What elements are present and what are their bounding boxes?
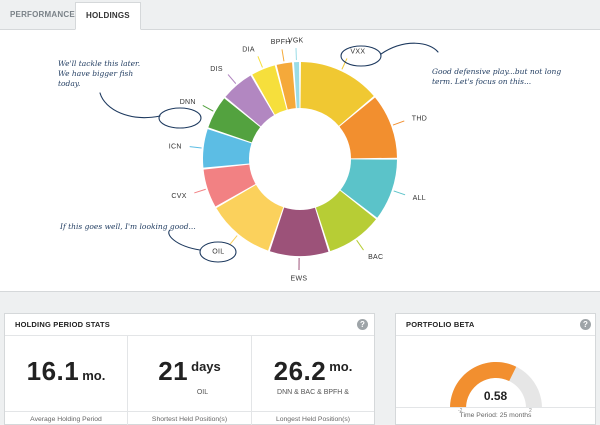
tab-bar: PERFORMANCE HOLDINGS: [0, 0, 600, 30]
donut-segment-cvx[interactable]: [203, 164, 256, 207]
average-unit: mo.: [82, 368, 106, 383]
donut-segment-all[interactable]: [340, 159, 397, 218]
shortest-value: 21: [158, 356, 189, 386]
average-holding-stat: 16.1 mo. Average Holding Period: [5, 336, 127, 425]
vxx-arrow: [380, 42, 439, 55]
annotation-strokes: [99, 42, 439, 263]
leader-line-bpfh: [281, 49, 285, 62]
holdings-panel: VXX THD ALL BAC EWS OIL CVX ICN DNN DIS DIA BPFH VGK…: [0, 30, 600, 292]
donut-segment-bac[interactable]: [315, 190, 377, 252]
tab-performance[interactable]: PERFORMANCE: [10, 10, 75, 19]
leader-line-cvx: [194, 188, 206, 194]
shortest-unit: days: [191, 359, 221, 374]
help-icon[interactable]: ?: [580, 319, 591, 330]
beta-gauge: [450, 362, 542, 408]
beta-gauge-fill: [450, 362, 517, 408]
segment-label-vgk: VGK: [288, 38, 304, 45]
beta-time-period: Time Period: 25 months: [396, 407, 595, 424]
leader-line-dnn: [202, 105, 214, 112]
donut-segment-bpfh[interactable]: [276, 62, 296, 110]
segment-label-icn: ICN: [169, 143, 182, 150]
holding-period-title: HOLDING PERIOD STATS: [5, 314, 374, 336]
oil-circle: [199, 241, 237, 263]
donut-segment-vgk[interactable]: [293, 62, 300, 109]
segment-label-bac: BAC: [368, 254, 383, 261]
shortest-label: Shortest Held Position(s): [128, 411, 251, 425]
segment-label-ews: EWS: [290, 275, 307, 282]
holding-period-card: HOLDING PERIOD STATS ? 16.1 mo. Average H…: [4, 313, 375, 425]
segment-label-all: ALL: [413, 195, 426, 202]
segment-label-dis: DIS: [210, 66, 223, 73]
beta-max-label: 2: [529, 408, 532, 414]
leader-line-all: [393, 190, 406, 196]
leader-line-icn: [189, 146, 202, 149]
donut-segment-vxx[interactable]: [300, 62, 374, 126]
tab-holdings[interactable]: HOLDINGS: [75, 2, 141, 30]
portfolio-beta-title: PORTFOLIO BETA: [396, 314, 595, 336]
segment-label-thd: THD: [412, 116, 427, 123]
beta-value: 0.58: [483, 389, 508, 403]
note-top-right: Good defensive play...but not long term.…: [432, 67, 562, 86]
average-value-row: 16.1 mo.: [5, 356, 127, 387]
shortest-ticker: OIL: [196, 389, 209, 396]
dnn-arrow: [99, 92, 161, 119]
leader-line-dia: [257, 56, 263, 68]
beta-min-label: -2: [458, 408, 463, 414]
help-icon[interactable]: ?: [357, 319, 368, 330]
dnn-circle: [158, 107, 202, 129]
portfolio-beta-card: PORTFOLIO BETA ? 0.58 -2 2 Time Period: …: [395, 313, 596, 425]
note-top-left: We'll tackle this later. We have bigger …: [58, 59, 141, 88]
longest-value-row: 26.2 mo.: [252, 356, 374, 387]
leader-line-dis: [227, 74, 237, 84]
shortest-value-row: 21 days: [128, 356, 251, 387]
donut-segment-icn[interactable]: [203, 129, 252, 168]
donut-segment-ews[interactable]: [269, 207, 329, 256]
average-value: 16.1: [26, 356, 80, 386]
leader-line-vxx: [341, 58, 348, 70]
donut-segment-dis[interactable]: [225, 75, 275, 127]
longest-held-stat: 26.2 mo. DNN & BAC & BPFH & Longest Held …: [251, 336, 374, 425]
longest-label: Longest Held Position(s): [252, 411, 374, 425]
leader-line-bac: [356, 239, 364, 251]
leader-line-oil: [229, 235, 238, 246]
segment-label-cvx: CVX: [171, 193, 186, 200]
vxx-circle: [340, 45, 382, 67]
note-bottom-left: If this goes well, I'm looking good...: [60, 222, 196, 231]
shortest-held-stat: 21 days OIL Shortest Held Position(s): [127, 336, 251, 425]
longest-tickers: DNN & BAC & BPFH &: [277, 389, 349, 396]
leader-line-thd: [392, 120, 405, 126]
segment-label-vxx: VXX: [350, 49, 365, 56]
segment-label-bpfh: BPFH: [271, 39, 291, 46]
donut-segment-oil[interactable]: [216, 184, 284, 251]
longest-value: 26.2: [273, 356, 327, 386]
segment-label-oil: OIL: [212, 248, 224, 255]
average-label: Average Holding Period: [5, 411, 127, 425]
donut-segment-dia[interactable]: [252, 65, 287, 115]
donut-segment-thd[interactable]: [339, 97, 397, 159]
longest-unit: mo.: [329, 359, 353, 374]
segment-label-dia: DIA: [242, 46, 255, 53]
donut-segment-dnn[interactable]: [208, 98, 261, 143]
segment-label-dnn: DNN: [180, 99, 196, 106]
oil-arrow: [168, 229, 201, 251]
